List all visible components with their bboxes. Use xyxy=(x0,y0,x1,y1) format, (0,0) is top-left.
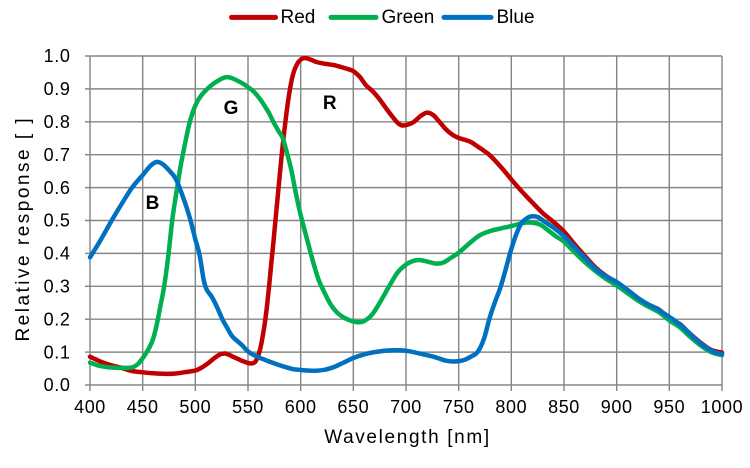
svg-text:450: 450 xyxy=(127,397,159,417)
svg-text:Blue: Blue xyxy=(497,7,535,28)
svg-text:0.0: 0.0 xyxy=(44,375,71,395)
svg-text:1000: 1000 xyxy=(701,397,743,417)
svg-text:0.1: 0.1 xyxy=(44,342,71,362)
svg-text:750: 750 xyxy=(443,397,475,417)
svg-text:650: 650 xyxy=(337,397,369,417)
svg-text:600: 600 xyxy=(285,397,317,417)
svg-text:R: R xyxy=(323,93,337,114)
svg-text:550: 550 xyxy=(232,397,264,417)
svg-text:G: G xyxy=(224,98,239,119)
svg-text:400: 400 xyxy=(74,397,106,417)
svg-text:B: B xyxy=(146,193,160,214)
svg-text:0.4: 0.4 xyxy=(44,244,71,264)
svg-text:0.8: 0.8 xyxy=(44,112,71,132)
svg-text:700: 700 xyxy=(390,397,422,417)
svg-text:800: 800 xyxy=(495,397,527,417)
svg-text:0.2: 0.2 xyxy=(44,309,71,329)
svg-text:0.5: 0.5 xyxy=(44,211,71,231)
svg-text:Wavelength [nm]: Wavelength [nm] xyxy=(324,427,491,448)
svg-text:0.6: 0.6 xyxy=(44,178,71,198)
svg-text:500: 500 xyxy=(179,397,211,417)
svg-text:900: 900 xyxy=(601,397,633,417)
svg-text:0.3: 0.3 xyxy=(44,277,71,297)
svg-text:850: 850 xyxy=(548,397,580,417)
svg-text:1.0: 1.0 xyxy=(44,46,71,66)
svg-text:Relative response [ ]: Relative response [ ] xyxy=(13,116,34,342)
svg-text:0.7: 0.7 xyxy=(44,145,71,165)
svg-text:Red: Red xyxy=(281,7,316,28)
svg-text:0.9: 0.9 xyxy=(44,79,71,99)
svg-text:950: 950 xyxy=(653,397,685,417)
svg-text:Green: Green xyxy=(382,7,435,28)
